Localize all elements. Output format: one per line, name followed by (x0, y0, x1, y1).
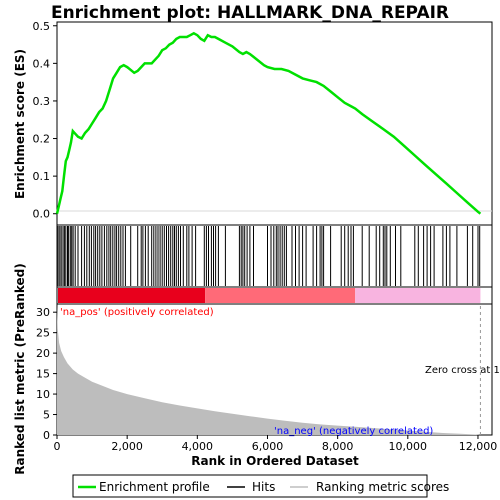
metric-y-tick-label: 20 (36, 347, 50, 360)
x-tick-label: 2,000 (111, 440, 143, 453)
x-axis-label: Rank in Ordered Dataset (191, 454, 359, 468)
zero-cross-label: Zero cross at 1 (425, 365, 500, 376)
es-y-tick-label: 0.2 (33, 133, 51, 146)
es-y-tick-label: 0.1 (33, 170, 51, 183)
es-y-tick-label: 0.4 (33, 57, 51, 70)
es-y-tick-label: 0.5 (33, 20, 51, 33)
x-tick-label: 12,000 (459, 440, 498, 453)
x-tick-label: 0 (54, 440, 61, 453)
legend-enrichment-label: Enrichment profile (99, 480, 210, 494)
metric-y-tick-label: 0 (43, 429, 50, 442)
metric-y-ticks: 0 5 10 15 20 25 30 (36, 306, 57, 442)
legend-box (72, 474, 428, 498)
enrichment-profile-line (55, 31, 482, 215)
x-tick-label: 4,000 (182, 440, 214, 453)
legend-hits-label: Hits (252, 480, 275, 494)
negative-correlation-label: 'na_neg' (negatively correlated) (274, 426, 433, 437)
x-ticks: 0 2,000 4,000 6,000 8,000 10,000 12,000 (54, 435, 498, 453)
chart-title: Enrichment plot: HALLMARK_DNA_REPAIR (51, 3, 449, 23)
ranking-metric-area (57, 304, 481, 435)
es-y-tick-label: 0.3 (33, 95, 51, 108)
legend-metric-label: Ranking metric scores (316, 480, 449, 494)
es-axis-label: Enrichment score (ES) (13, 49, 27, 199)
x-tick-label: 10,000 (389, 440, 428, 453)
es-y-ticks: 0.0 0.1 0.2 0.3 0.4 0.5 (33, 20, 57, 221)
heatmap-positive-strong (58, 288, 206, 303)
metric-y-tick-label: 30 (36, 306, 50, 319)
heatmap-positive-light (205, 288, 356, 303)
hits-group (57, 226, 481, 286)
es-y-tick-label: 0.0 (33, 208, 51, 221)
metric-y-tick-label: 25 (36, 327, 50, 340)
metric-y-tick-label: 15 (36, 368, 50, 381)
positive-correlation-label: 'na_pos' (positively correlated) (60, 307, 214, 318)
heatmap-negative (355, 288, 481, 303)
metric-y-tick-label: 10 (36, 388, 50, 401)
metric-axis-label: Ranked list metric (PreRanked) (13, 263, 27, 475)
x-tick-label: 6,000 (252, 440, 284, 453)
x-tick-label: 8,000 (322, 440, 354, 453)
metric-y-tick-label: 5 (43, 409, 50, 422)
